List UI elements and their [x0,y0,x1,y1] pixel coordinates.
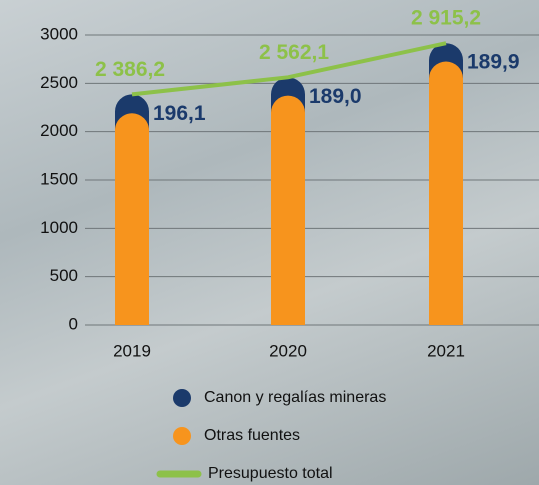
x-tick-label: 2019 [113,341,151,360]
y-tick-label: 1500 [40,169,78,188]
bar-segment [429,62,463,325]
total-label: 2 915,2 [411,7,481,30]
x-tick-label: 2020 [269,341,307,360]
legend-marker [173,427,191,445]
y-tick-label: 1000 [40,218,78,237]
total-label: 2 562,1 [259,41,329,64]
legend-label: Otras fuentes [204,427,300,444]
value-label: 189,0 [309,85,362,108]
x-tick-label: 2021 [427,341,465,360]
value-label: 189,9 [467,51,520,74]
y-tick-label: 2500 [40,73,78,92]
bar-segment [115,113,149,325]
chart: 0 500 1000 1500 2000 2500 3000 2019 196,1 2020 189… [0,0,539,485]
y-tick-label: 500 [50,266,78,285]
value-label: 196,1 [153,102,206,125]
bar-segment [271,96,305,325]
y-tick-label: 3000 [40,24,78,43]
legend-marker [173,389,191,407]
legend-label: Canon y regalías mineras [204,389,386,406]
legend-label: Presupuesto total [208,465,333,482]
y-tick-label: 0 [69,314,78,333]
total-label: 2 386,2 [95,58,165,81]
y-tick-label: 2000 [40,121,78,140]
